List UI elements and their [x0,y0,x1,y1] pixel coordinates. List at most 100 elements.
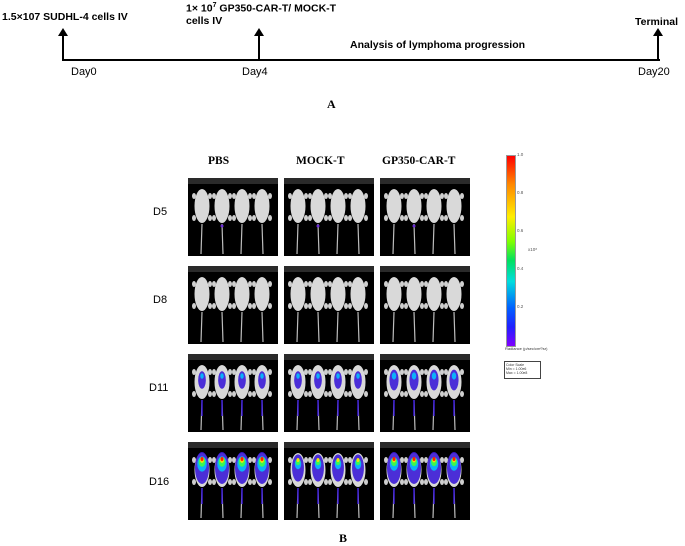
mouse-figure [424,452,444,519]
mouse-figure [384,365,404,431]
mice-image [188,442,278,519]
mouse-figure [348,277,368,343]
mice-image [380,442,470,519]
colorbar-tick: 0.6 [517,228,524,233]
analysis-label: Analysis of lymphoma progression [350,39,526,51]
mouse-figure [232,452,252,519]
imaging-panel [284,178,374,256]
mouse-figure [328,453,348,519]
radiance-colorbar [506,155,516,347]
colorbar-tick: 0.8 [517,190,524,195]
mouse-figure [424,365,444,431]
colorbar-tick: 0.2 [517,304,524,309]
mice-image [380,178,470,255]
mouse-figure [212,452,232,519]
day4-label: Day4 [242,66,268,78]
event-day4-line2: cells IV [186,15,223,27]
colorbar-tick: 1.0 [517,152,524,157]
legend-line: Min = 1.00e6 [506,367,527,371]
mouse-figure [444,277,464,343]
mouse-figure [444,452,464,519]
day20-arrowhead [653,28,663,36]
mouse-figure [192,365,212,431]
imaging-panel [284,442,374,520]
day20-label: Day20 [638,66,670,78]
legend-line: Max = 1.00e8 [506,371,528,375]
day0-label: Day0 [71,66,97,78]
imaging-panel [284,266,374,344]
group-header-pbs: PBS [208,155,230,167]
terminal-label: Terminal [635,16,678,28]
mice-image [188,266,278,343]
mouse-figure [252,277,272,343]
mouse-figure [348,189,368,255]
day4-arrow [258,34,260,60]
mouse-figure [424,189,444,255]
color-scale-legend: Color Scale Min = 1.00e6 Max = 1.00e8 [504,361,541,379]
row-label-d16: D16 [149,476,170,488]
mice-image [380,266,470,343]
mice-image [284,266,374,343]
mouse-figure [444,365,464,431]
mice-image [188,354,278,431]
mouse-figure [308,277,328,343]
imaging-panel [188,266,278,344]
mouse-figure [384,452,404,519]
mouse-figure [192,452,212,519]
panel-letter-b: B [339,531,348,545]
mouse-figure [232,189,252,255]
mouse-figure [348,453,368,519]
timeline-axis [62,59,660,61]
mouse-figure [328,189,348,255]
mouse-figure [252,452,272,519]
event-day0-text: 1.5×107 SUDHL-4 cells IV [2,11,128,23]
row-label-d5: D5 [153,206,168,218]
colorbar-tick: 0.4 [517,266,524,271]
event-day4-line1: 1× 107 GP350-CAR-T/ MOCK-T [186,2,337,15]
mice-image [188,178,278,255]
mouse-figure [212,277,232,343]
mouse-figure [288,277,308,343]
mouse-figure [404,365,424,431]
group-header-gp350-car-t: GP350-CAR-T [382,155,456,167]
mouse-figure [444,189,464,255]
mouse-figure [404,277,424,343]
mouse-figure [288,453,308,519]
imaging-panel [380,178,470,256]
mouse-figure [212,189,232,255]
mouse-figure [384,277,404,343]
day0-arrow [62,34,64,60]
mouse-figure [424,277,444,343]
mouse-figure [308,453,328,519]
mouse-figure [288,189,308,255]
mice-image [284,178,374,255]
mouse-figure [192,277,212,343]
mice-image [380,354,470,431]
mice-image [284,354,374,431]
row-label-d11: D11 [149,382,169,394]
mouse-figure [308,365,328,431]
day4-arrowhead [254,28,264,36]
day20-arrow [657,34,659,60]
imaging-panel [380,442,470,520]
mouse-figure [252,365,272,431]
mouse-figure [308,189,328,255]
mouse-figure [252,189,272,255]
imaging-panel [188,178,278,256]
mouse-figure [212,365,232,431]
day0-arrowhead [58,28,68,36]
mouse-figure [232,277,252,343]
mouse-figure [404,452,424,519]
row-label-d8: D8 [153,294,168,306]
imaging-panel [380,266,470,344]
mouse-figure [404,189,424,255]
imaging-panel [188,354,278,432]
mouse-figure [328,365,348,431]
imaging-panel [188,442,278,520]
mice-image [284,442,374,519]
group-header-mock-t: MOCK-T [296,155,345,167]
mouse-figure [384,189,404,255]
mouse-figure [348,365,368,431]
imaging-panel [284,354,374,432]
imaging-panel [380,354,470,432]
